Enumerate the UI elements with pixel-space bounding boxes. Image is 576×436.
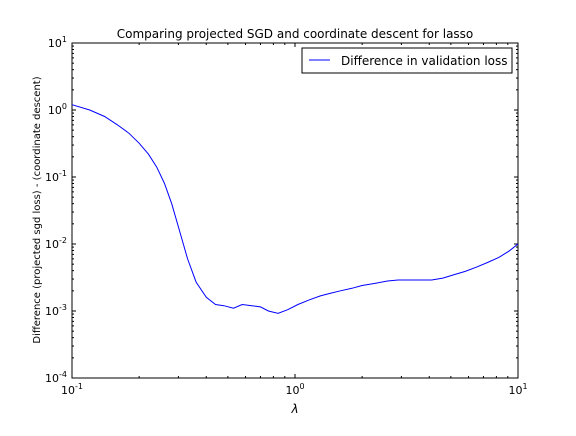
x-tick-label: 101 xyxy=(508,382,527,397)
x-tick-label: 100 xyxy=(285,382,304,397)
y-tick-label: 100 xyxy=(48,102,67,117)
y-tick-label: 10-2 xyxy=(45,236,67,251)
y-tick-label: 10-1 xyxy=(45,169,67,184)
y-tick-label: 10-3 xyxy=(45,303,67,318)
plot-frame xyxy=(71,42,519,379)
legend: Difference in validation loss xyxy=(301,47,513,74)
legend-label: Difference in validation loss xyxy=(341,54,508,68)
series-line-difference-in-validation-loss xyxy=(71,104,519,314)
x-axis-label: λ xyxy=(290,402,298,416)
y-tick-label: 101 xyxy=(48,35,67,50)
x-tick-label: 10-1 xyxy=(61,382,83,397)
y-axis-label: Difference (projected sgd loss) - (coord… xyxy=(32,76,43,343)
legend-box xyxy=(301,47,513,74)
chart-title: Comparing projected SGD and coordinate d… xyxy=(117,27,474,41)
y-tick-label: 10-4 xyxy=(45,370,67,385)
axis-ticks: 10-1 100 101 10-4 10-3 10-2 10-1 100 101 xyxy=(45,35,528,397)
